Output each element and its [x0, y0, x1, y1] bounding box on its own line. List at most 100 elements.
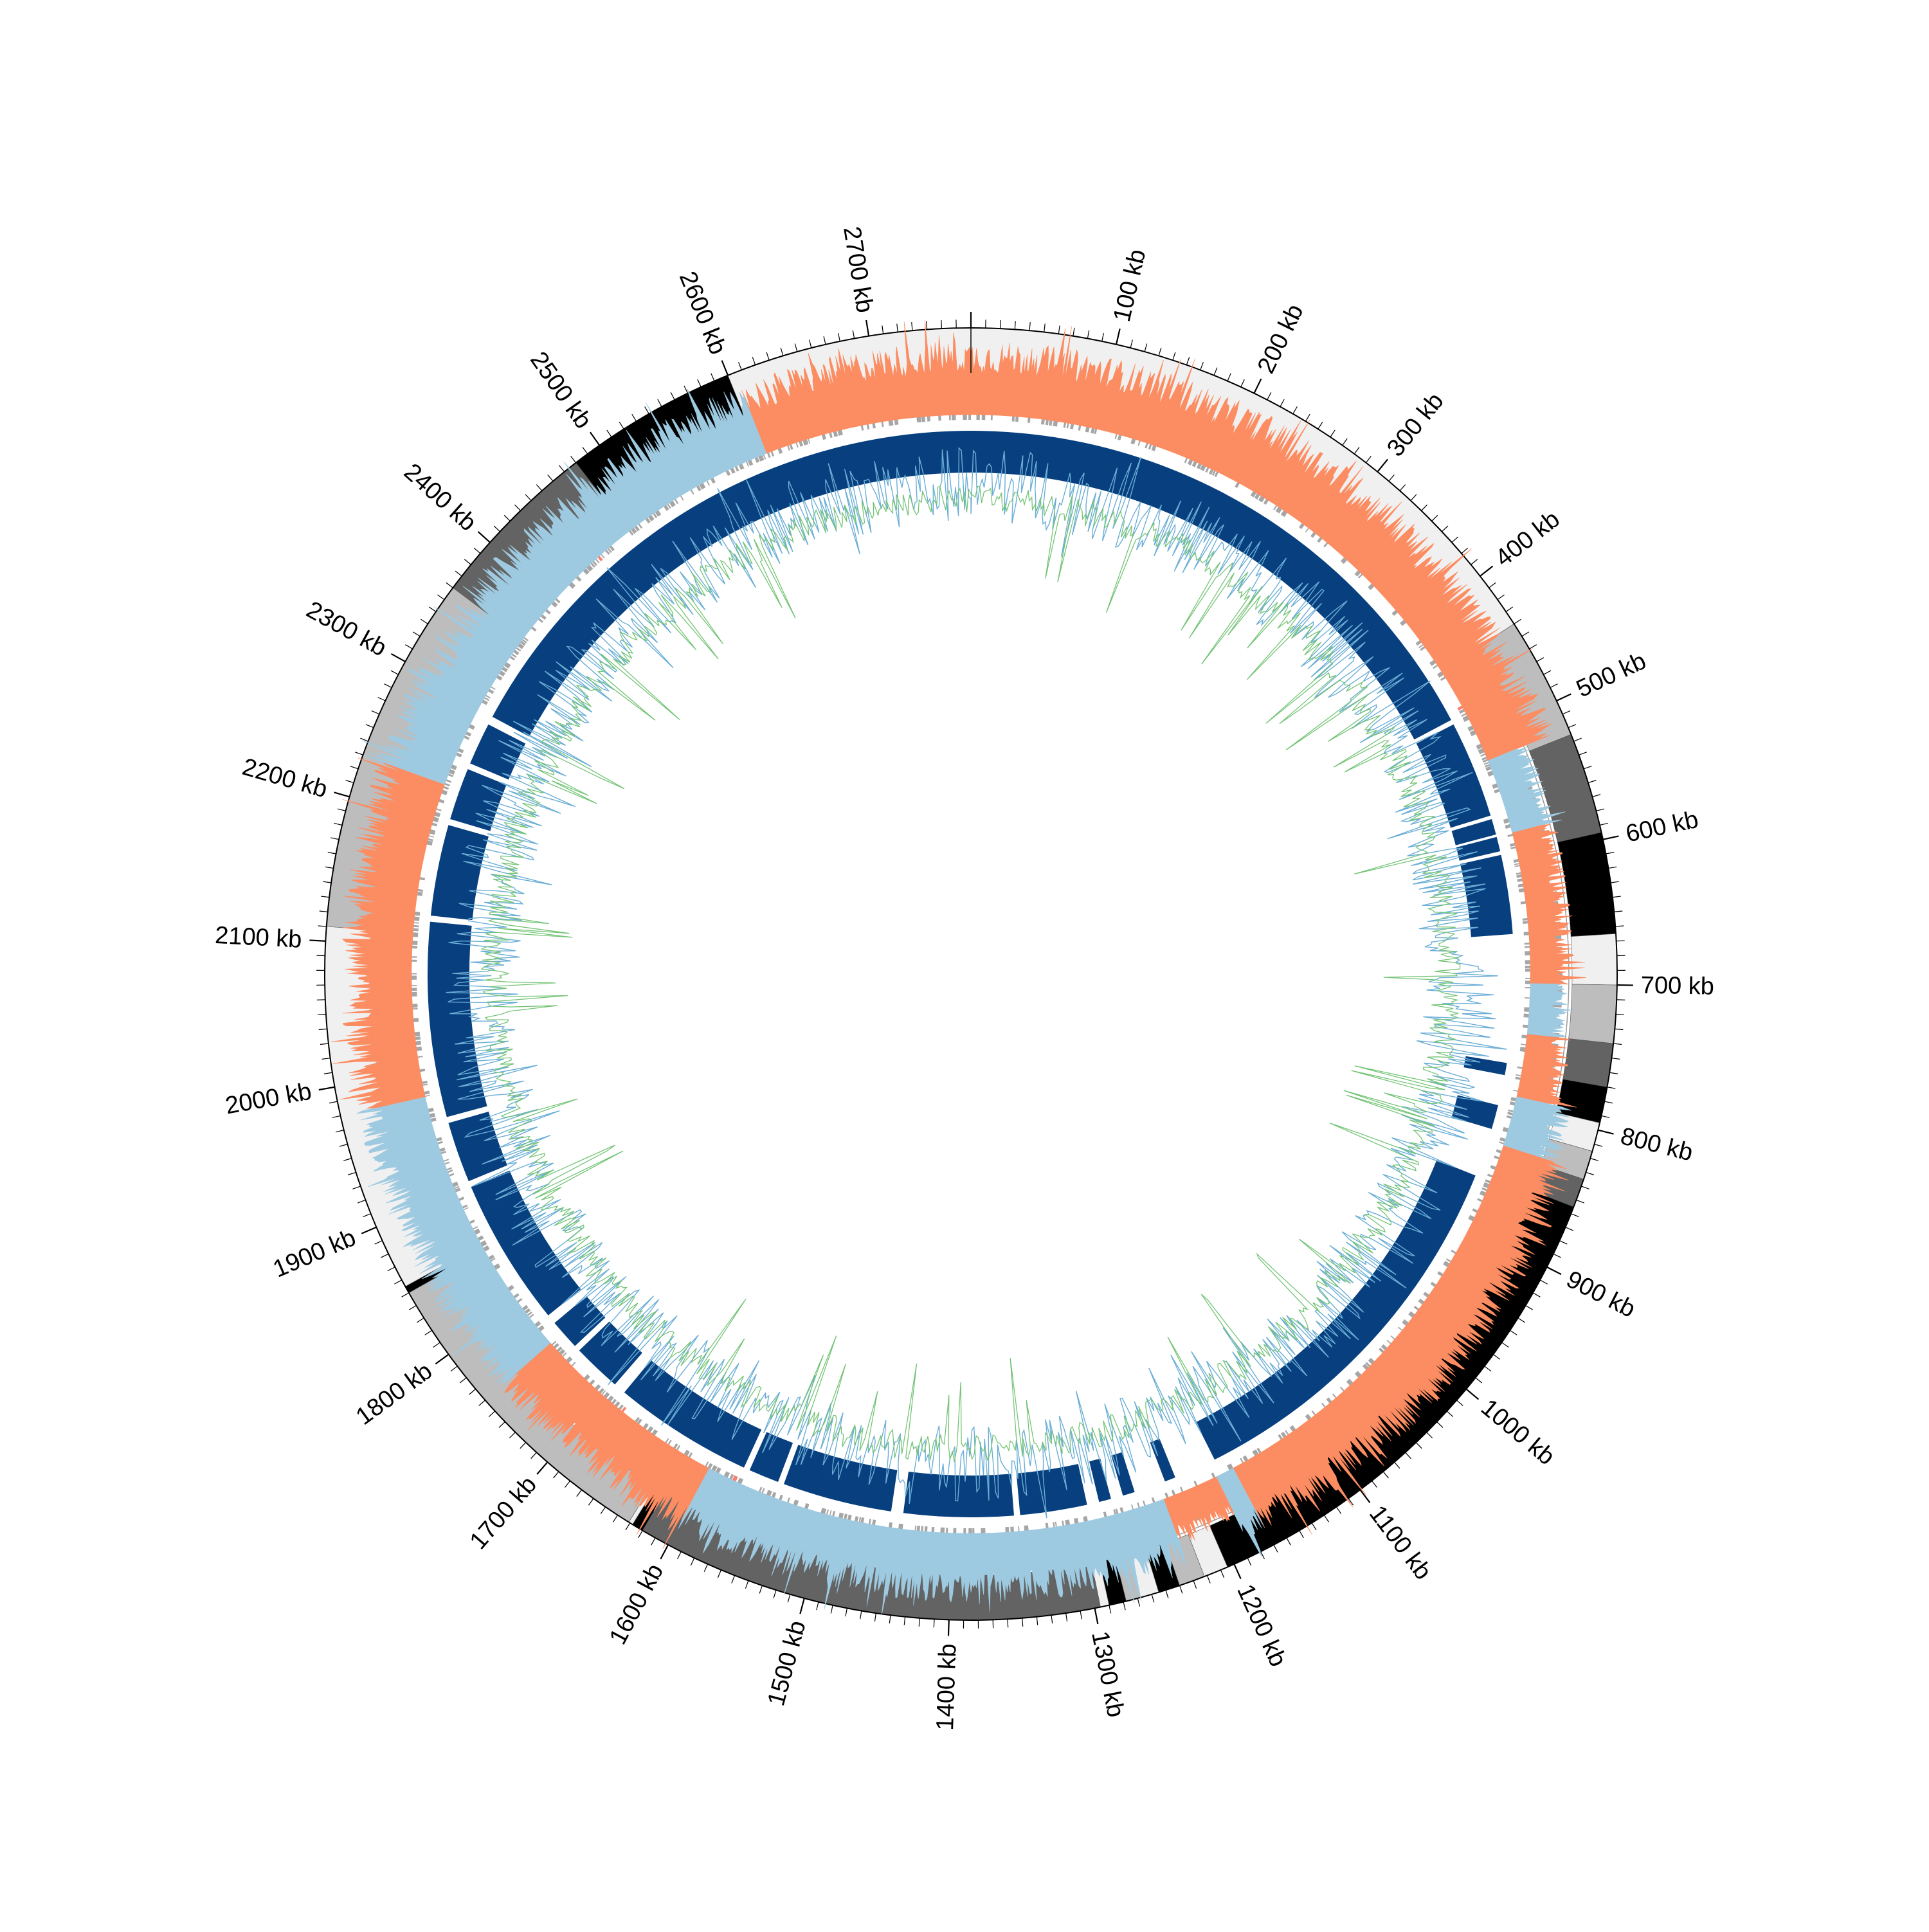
minor-tick — [464, 559, 471, 564]
minor-tick — [429, 607, 436, 611]
minor-tick — [421, 619, 428, 624]
minor-tick — [1437, 1422, 1443, 1427]
minor-tick — [446, 582, 453, 588]
minor-tick — [363, 1214, 371, 1217]
minor-tick — [1287, 1538, 1291, 1545]
tick-label: 1200 kb — [1231, 1580, 1291, 1671]
contig-segment — [1563, 1039, 1614, 1087]
minor-tick — [1611, 881, 1619, 883]
minor-tick — [1330, 430, 1335, 437]
minor-tick — [1571, 1214, 1579, 1217]
minor-tick — [1608, 867, 1617, 868]
minor-tick — [360, 738, 368, 741]
minor-tick — [1109, 1605, 1111, 1614]
minor-tick — [433, 1342, 440, 1347]
tick-label: 1000 kb — [1476, 1394, 1560, 1470]
major-tick — [1116, 329, 1120, 344]
minor-tick — [1354, 447, 1359, 454]
tick-label: 1800 kb — [351, 1357, 437, 1431]
minor-tick — [1186, 357, 1189, 365]
minor-tick — [417, 1318, 424, 1323]
minor-tick — [1550, 684, 1558, 688]
minor-tick — [1581, 1186, 1589, 1189]
minor-tick — [343, 1159, 351, 1161]
minor-tick — [1566, 1227, 1573, 1231]
minor-tick — [548, 474, 553, 481]
minor-tick — [1577, 1200, 1584, 1203]
minor-tick — [824, 336, 826, 345]
minor-tick — [882, 325, 883, 334]
minor-tick — [1604, 1101, 1613, 1103]
minor-tick — [329, 1101, 338, 1103]
minor-tick — [1609, 1072, 1618, 1074]
minor-tick — [671, 392, 675, 400]
major-tick — [319, 1087, 335, 1090]
minor-tick — [846, 1608, 847, 1616]
tick-label: 200 kb — [1253, 300, 1309, 378]
tick-label: 1500 kb — [763, 1618, 811, 1708]
coverage-block — [470, 725, 525, 780]
minor-tick — [1518, 1318, 1525, 1323]
tick-label: 1600 kb — [604, 1560, 669, 1649]
minor-tick — [1324, 1515, 1328, 1522]
minor-tick — [1180, 1585, 1182, 1593]
tick-label: 500 kb — [1572, 647, 1650, 703]
minor-tick — [1606, 853, 1614, 854]
minor-tick — [402, 1293, 409, 1297]
minor-tick — [1559, 1241, 1567, 1244]
minor-tick — [1247, 1558, 1251, 1566]
minor-tick — [1602, 1115, 1610, 1117]
minor-tick — [536, 485, 542, 491]
minor-tick — [1102, 333, 1104, 341]
tick-label: 1900 kb — [269, 1224, 360, 1283]
minor-tick — [1274, 1545, 1278, 1552]
minor-tick — [323, 881, 331, 883]
tick-label: 2400 kb — [399, 458, 482, 537]
minor-tick — [1389, 474, 1394, 481]
minor-tick — [391, 671, 399, 674]
major-tick — [1598, 1130, 1613, 1134]
minor-tick — [1522, 632, 1529, 636]
minor-tick — [1526, 1306, 1533, 1310]
minor-tick — [577, 1490, 582, 1496]
minor-tick — [325, 867, 334, 868]
minor-tick — [691, 1558, 694, 1566]
minor-tick — [759, 1585, 762, 1593]
minor-tick — [340, 1144, 348, 1146]
minor-tick — [658, 399, 662, 406]
minor-tick — [338, 809, 346, 811]
minor-tick — [1372, 1481, 1377, 1487]
minor-tick — [413, 632, 420, 636]
major-tick — [1557, 694, 1571, 701]
minor-tick — [1613, 896, 1621, 898]
minor-tick — [1336, 1507, 1341, 1514]
minor-tick — [874, 1613, 876, 1621]
minor-tick — [1485, 1366, 1491, 1371]
minor-tick — [336, 1130, 344, 1132]
minor-tick — [331, 838, 339, 840]
minor-tick — [1193, 1581, 1196, 1589]
minor-tick — [626, 1523, 630, 1530]
tick-label: 2100 kb — [214, 922, 302, 953]
minor-tick — [425, 1330, 432, 1335]
tick-label: 1400 kb — [932, 1643, 962, 1731]
minor-tick — [853, 330, 854, 339]
minor-tick — [678, 1551, 682, 1559]
minor-tick — [1562, 711, 1570, 714]
major-tick — [1360, 1490, 1370, 1503]
minor-tick — [904, 1617, 905, 1625]
minor-tick — [1442, 526, 1447, 532]
minor-tick — [451, 1366, 457, 1371]
tick-label: 800 kb — [1618, 1123, 1696, 1166]
minor-tick — [1586, 1172, 1594, 1175]
minor-tick — [385, 684, 392, 688]
minor-tick — [1590, 1159, 1598, 1161]
minor-tick — [718, 1570, 721, 1578]
minor-tick — [1130, 340, 1132, 348]
minor-tick — [1456, 1400, 1463, 1406]
minor-tick — [810, 340, 811, 348]
minor-tick — [346, 781, 354, 783]
minor-tick — [1343, 438, 1347, 446]
minor-tick — [350, 766, 358, 769]
